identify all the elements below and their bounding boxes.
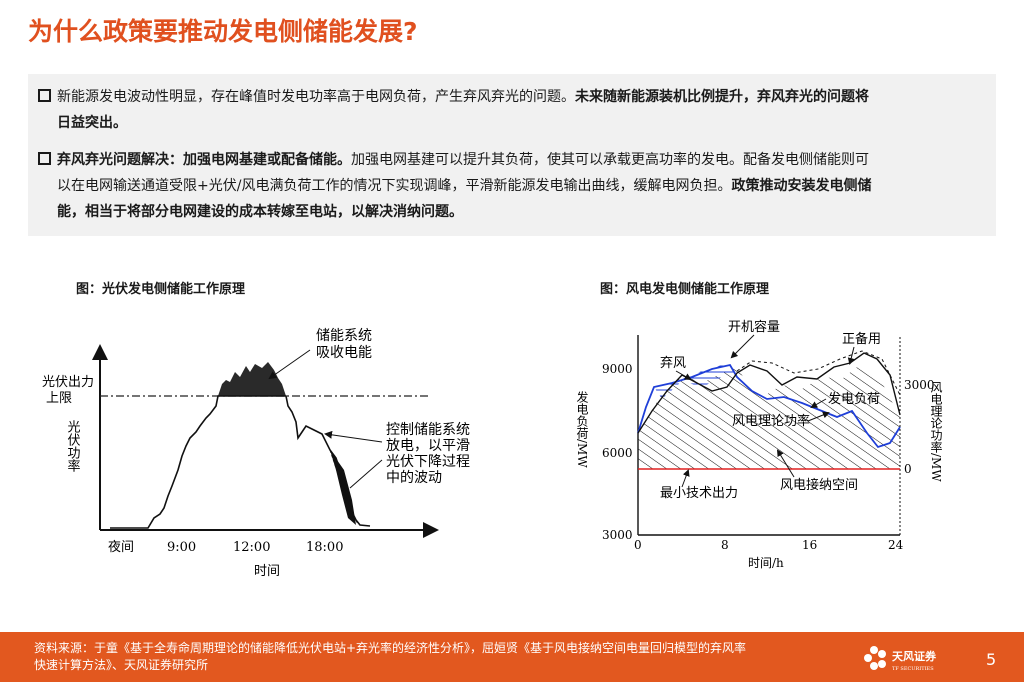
- footer-bar: [0, 632, 1024, 682]
- pv-discharge-area: [330, 450, 356, 525]
- wind-theory-curve: [637, 363, 901, 449]
- source-note: 资料来源：于童《基于全寿命周期理论的储能降低光伏电站+弃光率的经济性分析》，屈姮…: [34, 640, 874, 674]
- pv-limit-label-1: 光伏出力: [42, 375, 94, 390]
- bullet-2-bold: 弃风弃光问题解决：加强电网基建或配备储能。: [57, 152, 351, 168]
- tf-securities-logo: 天风证券 TF SECURITIES: [864, 646, 937, 672]
- page-number: 5: [986, 650, 997, 669]
- wind-reserve-curve: [736, 350, 901, 396]
- page-title: 为什么政策要推动发电侧储能发展?: [28, 17, 418, 46]
- logo-petal-icon: [878, 660, 886, 668]
- wind-label-space-arrow: [776, 449, 795, 478]
- source-line-1: 资料来源：于童《基于全寿命周期理论的储能降低光伏电站+弃光率的经济性分析》，屈姮…: [34, 641, 747, 655]
- pv-annot-top-1: 储能系统: [316, 328, 372, 344]
- source-line-2: 快速计算方法》、天风证券研究所: [34, 658, 209, 672]
- logo-petal-icon: [878, 650, 886, 658]
- wind-y-left-label: 发电负荷/MW: [575, 390, 589, 469]
- wind-x-tick-24: 24: [888, 538, 904, 552]
- bullet-1-bold-cont: 日益突出。: [57, 115, 127, 131]
- pv-annot-right-4: 中的波动: [386, 470, 442, 486]
- wind-label-capacity: 开机容量: [728, 319, 780, 335]
- wind-label-min-output-arrow: [681, 469, 690, 488]
- wind-label-curtail: 弃风: [660, 356, 686, 371]
- figure-left-title: 图：光伏发电侧储能工作原理: [76, 282, 246, 297]
- pv-x-tick-18: 18:00: [306, 540, 343, 555]
- bullet-1: 新能源发电波动性明显，存在峰值时发电功率高于电网负荷，产生弃风弃光的问题。未来随…: [38, 84, 988, 136]
- bullet-1-text: 新能源发电波动性明显，存在峰值时发电功率高于电网负荷，产生弃风弃光的问题。: [57, 89, 575, 105]
- pv-annot-right-3: 光伏下降过程: [386, 454, 470, 470]
- pv-annot-top-arrow: [268, 349, 311, 380]
- wind-x-tick-0: 0: [634, 538, 642, 552]
- pv-annot-right-arrow-2: [349, 459, 383, 489]
- summary-box: 新能源发电波动性明显，存在峰值时发电功率高于电网负荷，产生弃风弃光的问题。未来随…: [28, 74, 996, 236]
- pv-annot-right-arrow: [324, 430, 383, 443]
- bullet-2: 弃风弃光问题解决：加强电网基建或配备储能。加强电网基建可以提升其负荷，使其可以承…: [38, 147, 988, 225]
- square-bullet-icon: [38, 152, 51, 165]
- wind-yr-tick-0: 0: [904, 462, 912, 476]
- logo-text: 天风证券: [892, 649, 937, 663]
- pv-output-curve: [110, 395, 371, 529]
- bullet-2-text: 加强电网基建可以提升其负荷，使其可以承载更高功率的发电。配备发电侧储能则可: [351, 152, 869, 168]
- wind-label-min-output: 最小技术出力: [660, 486, 738, 501]
- wind-y-right-label: 风电理论功率/MW: [929, 381, 943, 482]
- wind-label-load-arrow: [810, 398, 827, 408]
- pv-limit-label-2: 上限: [46, 391, 72, 406]
- logo-petal-icon: [864, 654, 872, 662]
- logo-petal-icon: [870, 662, 878, 670]
- pv-annot-top-2: 吸收电能: [316, 345, 372, 361]
- wind-label-capacity-arrow: [730, 334, 755, 359]
- pv-absorbed-area: [218, 362, 286, 396]
- logo-subtext: TF SECURITIES: [892, 666, 934, 672]
- bullet-2-bold-cont: 政策推动安装发电侧储: [731, 178, 872, 194]
- wind-accept-space: [638, 363, 900, 469]
- logo-petal-icon: [870, 646, 878, 654]
- wind-label-space: 风电接纳空间: [780, 477, 858, 493]
- pv-dashed-smoothing: [329, 449, 359, 525]
- wind-y-tick-6000: 6000: [602, 446, 633, 460]
- wind-label-load: 发电负荷: [828, 391, 880, 407]
- bullet-2-bold-end: 能，相当于将部分电网建设的成本转嫁至电站，以解决消纳问题。: [57, 204, 463, 220]
- wind-yr-tick-3000: 3000: [904, 378, 935, 392]
- pv-storage-diagram: 光伏出力 上限 光伏功率 储能系统 吸收电能 控制储能系统 放电，以平滑 光伏下…: [42, 328, 470, 579]
- wind-x-tick-8: 8: [721, 538, 729, 552]
- bullet-2-text-cont: 以在电网输送通道受限+光伏/风电满负荷工作的情况下实现调峰，平滑新能源发电输出曲…: [57, 178, 732, 194]
- wind-label-reserve-arrow: [847, 346, 855, 365]
- wind-x-axis-label: 时间/h: [748, 556, 784, 570]
- pv-annot-right-1: 控制储能系统: [386, 422, 470, 438]
- bullet-1-bold: 未来随新能源装机比例提升，弃风弃光的问题将: [575, 89, 869, 105]
- pv-x-tick-9: 9:00: [167, 540, 196, 555]
- pv-x-tick-12: 12:00: [233, 540, 270, 555]
- wind-storage-diagram: 9000 6000 3000 3000 0 0 8 16 24 时间/h 发电负…: [575, 319, 943, 570]
- wind-x-tick-16: 16: [802, 538, 817, 552]
- wind-label-theory: 风电理论功率: [732, 413, 810, 429]
- pv-x-tick-night: 夜间: [108, 540, 134, 555]
- pv-y-axis-label: 光伏功率: [65, 420, 81, 472]
- wind-label-curtail-arrow: [675, 370, 692, 380]
- pv-annot-right-2: 放电，以平滑: [386, 437, 470, 454]
- pv-x-axis-label: 时间: [254, 564, 280, 579]
- figure-right-title: 图：风电发电侧储能工作原理: [600, 282, 770, 297]
- wind-label-reserve: 正备用: [842, 331, 881, 347]
- wind-y-tick-9000: 9000: [602, 362, 633, 376]
- square-bullet-icon: [38, 89, 51, 102]
- wind-label-theory-arrow: [807, 411, 830, 422]
- wind-y-tick-3000: 3000: [602, 528, 633, 542]
